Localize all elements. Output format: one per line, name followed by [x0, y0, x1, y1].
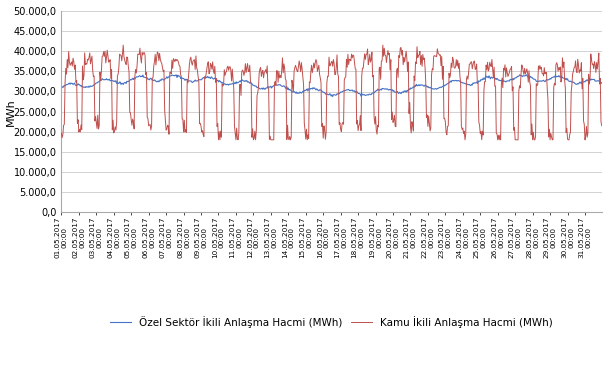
Kamu İkili Anlaşma Hacmi (MWh): [290, 89, 297, 94]
Özel Sektör İkili Anlaşma Hacmi (MWh): [446, 80, 453, 84]
Kamu İkili Anlaşma Hacmi (MWh): [60, 123, 68, 128]
Y-axis label: MWh: MWh: [6, 98, 15, 126]
Özel Sektör İkili Anlaşma Hacmi (MWh): [598, 81, 605, 85]
Özel Sektör İkili Anlaşma Hacmi (MWh): [309, 87, 316, 91]
Özel Sektör İkili Anlaşma Hacmi (MWh): [60, 84, 68, 89]
Özel Sektör İkili Anlaşma Hacmi (MWh): [58, 85, 65, 89]
Kamu İkili Anlaşma Hacmi (MWh): [310, 61, 317, 65]
Özel Sektör İkili Anlaşma Hacmi (MWh): [329, 94, 336, 99]
Özel Sektör İkili Anlaşma Hacmi (MWh): [459, 81, 467, 85]
Kamu İkili Anlaşma Hacmi (MWh): [598, 123, 605, 128]
Kamu İkili Anlaşma Hacmi (MWh): [120, 43, 127, 47]
Legend: Özel Sektör İkili Anlaşma Hacmi (MWh), Kamu İkili Anlaşma Hacmi (MWh): Özel Sektör İkili Anlaşma Hacmi (MWh), K…: [106, 311, 557, 332]
Özel Sektör İkili Anlaşma Hacmi (MWh): [523, 72, 530, 77]
Kamu İkili Anlaşma Hacmi (MWh): [134, 52, 141, 56]
Kamu İkili Anlaşma Hacmi (MWh): [460, 131, 467, 136]
Kamu İkili Anlaşma Hacmi (MWh): [447, 72, 454, 77]
Özel Sektör İkili Anlaşma Hacmi (MWh): [288, 89, 295, 94]
Line: Özel Sektör İkili Anlaşma Hacmi (MWh): Özel Sektör İkili Anlaşma Hacmi (MWh): [61, 75, 602, 97]
Kamu İkili Anlaşma Hacmi (MWh): [215, 138, 222, 142]
Özel Sektör İkili Anlaşma Hacmi (MWh): [133, 75, 141, 79]
Kamu İkili Anlaşma Hacmi (MWh): [58, 131, 65, 135]
Line: Kamu İkili Anlaşma Hacmi (MWh): Kamu İkili Anlaşma Hacmi (MWh): [61, 45, 602, 140]
